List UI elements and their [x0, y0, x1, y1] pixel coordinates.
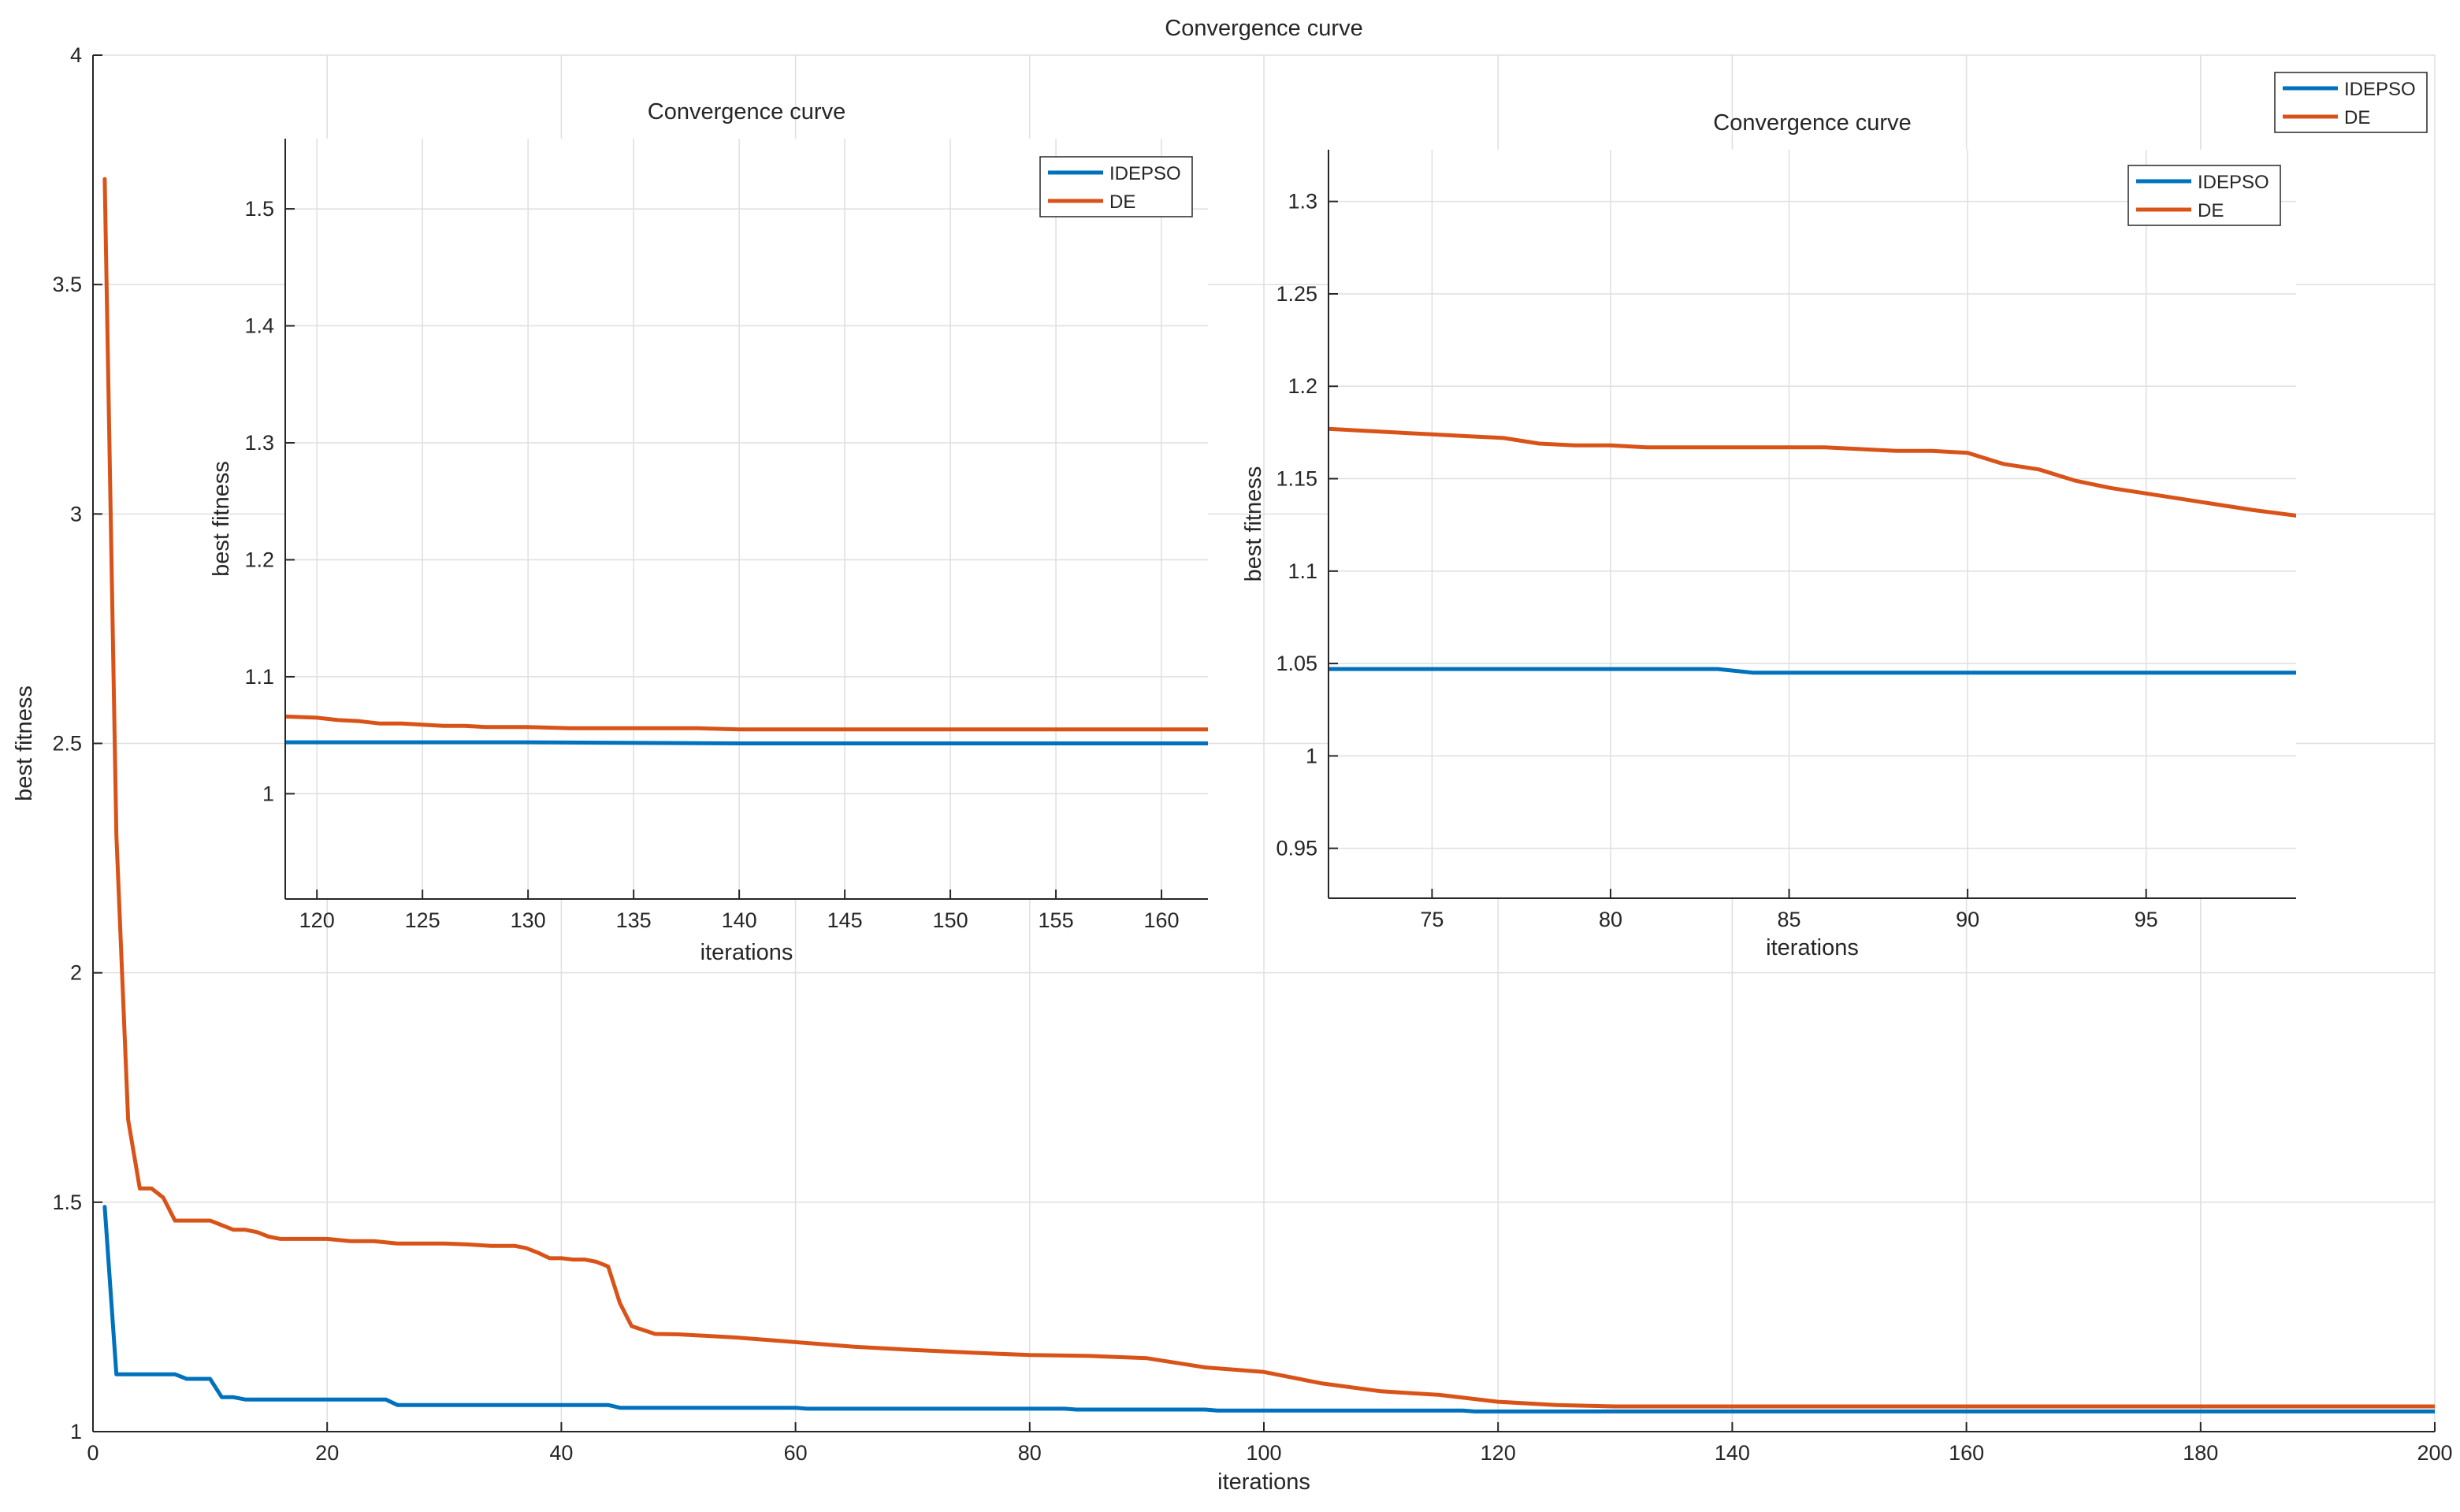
- x-tick-label: 200: [2417, 1441, 2452, 1465]
- y-tick-label: 1.5: [52, 1191, 82, 1214]
- chart-inset-1: 120 125 130 135 140 145 150 155 160 1 1.1 1.2 1.3 1.4…: [209, 99, 1208, 965]
- y-tick-label: 3: [70, 502, 82, 526]
- legend: IDEPSO DE: [2127, 165, 2281, 226]
- y-tick-label: 1: [70, 1420, 82, 1443]
- x-tick-label: 150: [933, 908, 968, 932]
- x-tick-label: 140: [1715, 1441, 1750, 1465]
- x-tick-label: 145: [827, 908, 863, 932]
- y-tick-label: 1.2: [1288, 374, 1317, 398]
- chart-title: Convergence curve: [1165, 16, 1362, 41]
- plot-area: [1328, 150, 2296, 898]
- legend-label-idepso: IDEPSO: [2344, 79, 2416, 100]
- series-group: [102, 176, 2435, 1414]
- x-tick-label: 85: [1778, 908, 1801, 931]
- legend-label-de: DE: [2344, 107, 2370, 128]
- x-tick-label: 155: [1039, 908, 1074, 932]
- legend-label-de: DE: [1109, 191, 1135, 213]
- y-tick-label: 1.1: [1288, 559, 1317, 583]
- series-group: [285, 714, 1208, 745]
- y-tick-label: 1.2: [244, 548, 274, 571]
- y-tick-label: 1.4: [244, 314, 274, 338]
- x-tick-label: 120: [299, 908, 335, 932]
- legend-box: [2127, 165, 2281, 226]
- chart-title: Convergence curve: [648, 99, 845, 124]
- chart-title: Convergence curve: [1713, 110, 1911, 136]
- x-tick-label: 75: [1420, 908, 1444, 931]
- series-line-idepso: [1328, 667, 2296, 675]
- legend: IDEPSO DE: [2274, 72, 2428, 133]
- legend-label-de: DE: [2198, 200, 2224, 221]
- y-axis-label: best fitness: [12, 685, 37, 801]
- x-tick-label: 135: [616, 908, 652, 932]
- y-axis-label: best fitness: [209, 461, 234, 577]
- series-line-de: [285, 714, 1208, 732]
- legend-label-idepso: IDEPSO: [1109, 163, 1181, 184]
- x-tick-label: 130: [511, 908, 546, 932]
- legend-label-idepso: IDEPSO: [2198, 172, 2269, 193]
- plot-area: [285, 139, 1208, 899]
- series-line-idepso: [285, 740, 1208, 745]
- x-tick-label: 180: [2183, 1441, 2218, 1465]
- x-tick-label: 80: [1018, 1441, 1042, 1465]
- x-axis-label: iterations: [700, 940, 793, 965]
- series-line-de: [1328, 426, 2296, 518]
- legend-box: [1039, 156, 1193, 217]
- x-tick-label: 160: [1144, 908, 1180, 932]
- x-tick-label: 90: [1956, 908, 1979, 931]
- series-line-de: [102, 176, 2435, 1409]
- x-axis-label: iterations: [1217, 1469, 1310, 1495]
- x-tick-label: 20: [315, 1441, 339, 1465]
- y-tick-label: 1.1: [244, 665, 274, 689]
- y-tick-label: 1: [1306, 744, 1317, 767]
- y-tick-label: 3.5: [52, 273, 82, 296]
- y-tick-label: 2.5: [52, 732, 82, 756]
- y-tick-label: 1.5: [244, 197, 274, 221]
- x-tick-label: 80: [1599, 908, 1622, 931]
- series-group: [1328, 426, 2296, 675]
- x-tick-label: 0: [87, 1441, 98, 1465]
- y-tick-label: 0.95: [1276, 837, 1317, 860]
- x-tick-label: 120: [1481, 1441, 1516, 1465]
- y-tick-label: 1.3: [1288, 190, 1317, 214]
- series-line-idepso: [102, 1205, 2435, 1414]
- x-tick-label: 40: [549, 1441, 573, 1465]
- legend-box: [2274, 72, 2428, 133]
- y-tick-label: 1.05: [1276, 652, 1317, 675]
- x-axis-label: iterations: [1766, 935, 1859, 960]
- x-tick-label: 140: [722, 908, 757, 932]
- x-tick-label: 160: [1949, 1441, 1984, 1465]
- y-axis-label: best fitness: [1241, 466, 1266, 582]
- y-tick-label: 1.15: [1276, 467, 1317, 491]
- chart-inset-2: 75 80 85 90 95 0.95 1 1.05 1.1 1.15 1.2 1.25 1.3 Conv…: [1241, 110, 2296, 960]
- y-tick-label: 1.3: [244, 431, 274, 455]
- x-tick-label: 125: [405, 908, 440, 932]
- y-tick-label: 4: [70, 43, 82, 67]
- x-tick-label: 95: [2135, 908, 2158, 931]
- y-tick-label: 2: [70, 961, 82, 985]
- y-tick-label: 1: [262, 782, 274, 805]
- y-tick-label: 1.25: [1276, 282, 1317, 306]
- x-tick-label: 60: [784, 1441, 808, 1465]
- x-tick-label: 100: [1246, 1441, 1281, 1465]
- legend: IDEPSO DE: [1039, 156, 1193, 217]
